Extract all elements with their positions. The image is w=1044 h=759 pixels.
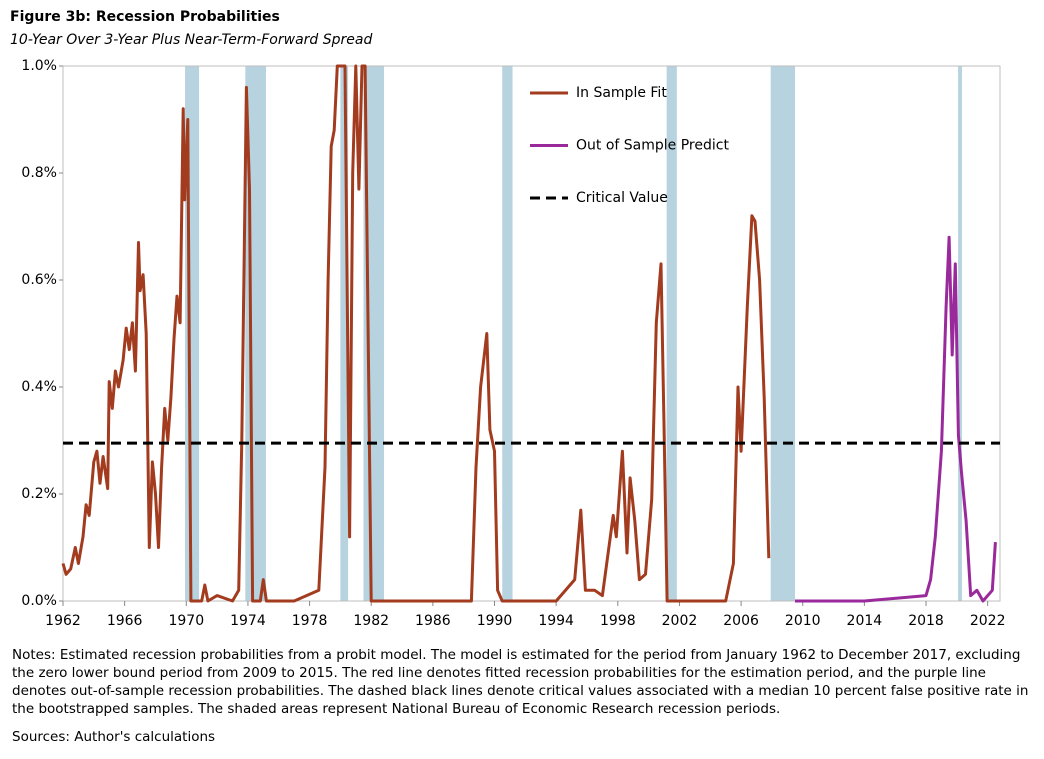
x-tick-label: 1982 bbox=[353, 613, 389, 629]
chart-title: Figure 3b: Recession Probabilities bbox=[10, 9, 280, 25]
x-tick-label: 1970 bbox=[168, 613, 204, 629]
x-tick-label: 1994 bbox=[538, 613, 574, 629]
x-tick-label: 1962 bbox=[45, 613, 81, 629]
x-tick-label: 1978 bbox=[292, 613, 328, 629]
recession-band bbox=[770, 66, 796, 601]
x-tick-label: 2006 bbox=[723, 613, 759, 629]
series-line bbox=[795, 235, 997, 603]
x-tick-label: 2014 bbox=[847, 613, 883, 629]
recession-band bbox=[340, 66, 349, 601]
series-line bbox=[61, 64, 771, 603]
legend-label: Out of Sample Predict bbox=[576, 138, 729, 154]
y-tick-label: 0.6% bbox=[21, 272, 57, 288]
x-tick-label: 1990 bbox=[477, 613, 513, 629]
notes: Notes: Estimated recession probabilities… bbox=[12, 647, 1029, 717]
recession-band bbox=[958, 66, 962, 601]
x-tick-label: 2002 bbox=[662, 613, 698, 629]
chart: Figure 3b: Recession Probabilities 10-Ye… bbox=[10, 9, 1006, 629]
x-tick-label: 2022 bbox=[970, 613, 1006, 629]
recession-band bbox=[666, 66, 677, 601]
legend-label: In Sample Fit bbox=[576, 85, 667, 101]
legend-label: Critical Value bbox=[576, 190, 668, 206]
y-tick-label: 0.2% bbox=[21, 486, 57, 502]
x-tick-label: 1966 bbox=[107, 613, 143, 629]
x-tick-label: 1998 bbox=[600, 613, 636, 629]
y-tick-label: 0.0% bbox=[21, 593, 57, 609]
x-tick-label: 1974 bbox=[230, 613, 266, 629]
y-tick-label: 0.4% bbox=[21, 379, 57, 395]
recession-band bbox=[502, 66, 513, 601]
x-tick-label: 2010 bbox=[785, 613, 821, 629]
y-tick-label: 0.8% bbox=[21, 165, 57, 181]
y-tick-label: 1.0% bbox=[21, 58, 57, 74]
x-tick-label: 1986 bbox=[415, 613, 451, 629]
x-tick-label: 2018 bbox=[908, 613, 944, 629]
sources: Sources: Author's calculations bbox=[12, 729, 216, 745]
chart-subtitle: 10-Year Over 3-Year Plus Near-Term-Forwa… bbox=[10, 32, 372, 48]
